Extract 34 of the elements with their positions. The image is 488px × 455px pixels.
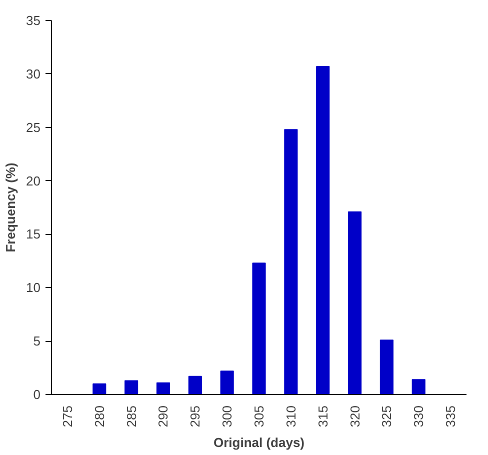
y-tick-label: 15	[26, 226, 41, 242]
x-tick-label: 320	[347, 405, 362, 428]
y-tick-label: 20	[26, 173, 41, 188]
x-tick-label: 335	[443, 405, 458, 428]
x-tick-label: 330	[411, 405, 426, 428]
bar	[252, 262, 266, 394]
bar	[220, 370, 234, 394]
y-tick-label: 0	[33, 387, 41, 402]
x-tick-label: 305	[252, 405, 266, 428]
x-tick-label: 285	[124, 405, 139, 428]
x-tick-label: 280	[92, 405, 107, 428]
bar	[284, 129, 298, 394]
bar	[188, 376, 202, 394]
y-tick-label: 35	[26, 13, 41, 28]
x-tick-label: 310	[283, 405, 298, 428]
x-tick-label: 300	[220, 405, 235, 428]
bar	[156, 382, 170, 394]
y-tick-label: 30	[26, 66, 41, 82]
bar	[348, 211, 362, 394]
y-axis-title: Frequency (%)	[3, 162, 18, 252]
bar	[380, 340, 394, 394]
bar	[316, 66, 330, 394]
y-tick-label: 10	[26, 280, 41, 296]
x-tick-label: 325	[379, 405, 394, 428]
y-tick-label: 25	[26, 120, 41, 135]
x-tick-label: 290	[156, 405, 171, 428]
x-tick-label: 275	[60, 405, 75, 428]
x-tick-label: 295	[188, 405, 203, 428]
x-tick-label: 315	[315, 405, 330, 428]
bar	[124, 380, 138, 394]
bar	[92, 383, 106, 394]
x-axis-title: Original (days)	[213, 435, 305, 450]
bar	[412, 379, 426, 394]
y-tick-label: 5	[33, 334, 41, 349]
